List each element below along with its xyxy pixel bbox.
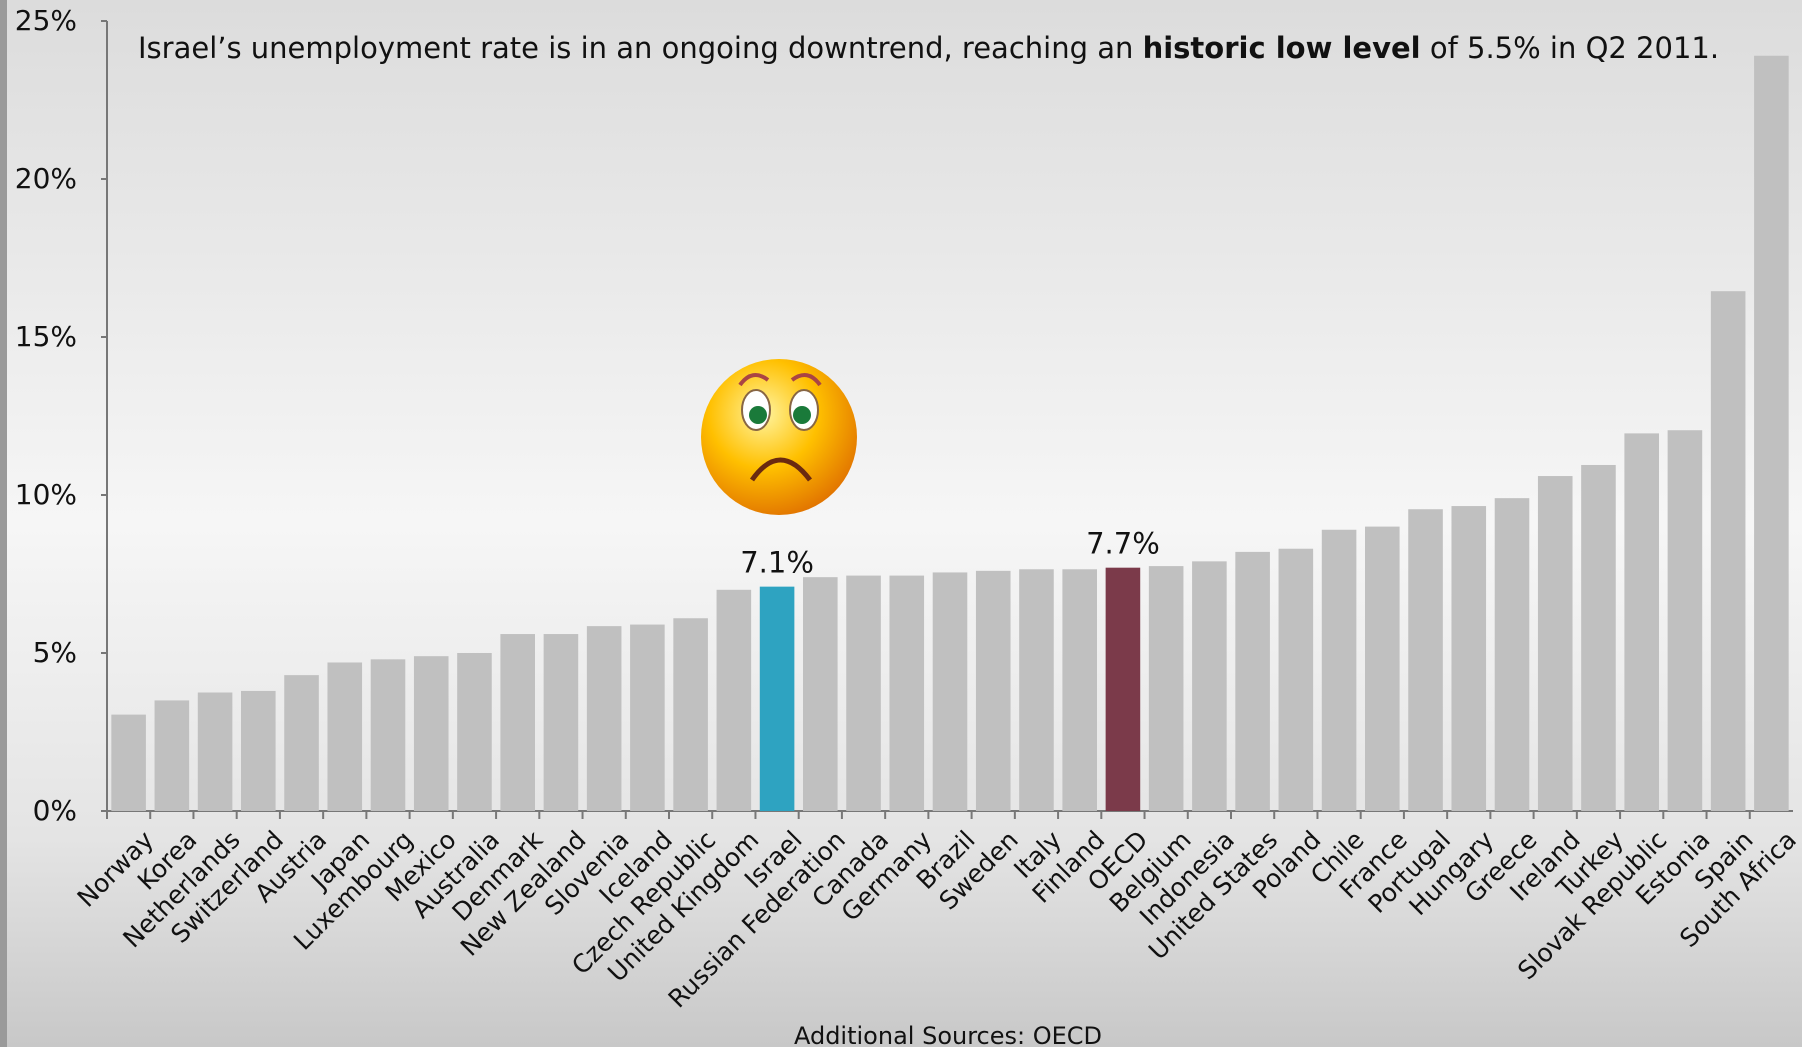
bar [586, 626, 622, 811]
y-tick-label: 20% [15, 162, 77, 195]
value-label: 7.1% [740, 546, 814, 580]
bar [1148, 566, 1184, 811]
y-tick-label: 15% [15, 320, 77, 353]
bar [1537, 476, 1573, 811]
bar [284, 675, 319, 811]
y-tick-label: 10% [15, 478, 77, 511]
bar [975, 570, 1011, 811]
bar [154, 700, 190, 811]
bar [630, 624, 665, 811]
bar [1710, 291, 1746, 811]
bar [1408, 509, 1443, 811]
annotation: Israel’s unemployment rate is in an ongo… [138, 31, 1719, 65]
bar [413, 656, 449, 811]
y-tick-label: 5% [33, 636, 77, 669]
sad-face [701, 359, 857, 515]
bar [1105, 567, 1141, 811]
bar [500, 634, 535, 811]
bar [543, 634, 579, 811]
bar [327, 662, 363, 811]
annotation-bold: historic low level [1143, 31, 1421, 65]
bar [457, 653, 492, 811]
bar [1581, 464, 1616, 811]
bar [1667, 430, 1703, 811]
bar [1321, 529, 1357, 811]
bar [1192, 561, 1227, 811]
bar [803, 577, 838, 811]
value-label: 7.7% [1086, 527, 1160, 561]
bar [889, 575, 925, 811]
bar [197, 692, 233, 811]
bar [1019, 569, 1054, 811]
source: Additional Sources: OECD [794, 1022, 1102, 1047]
bar [1235, 551, 1270, 811]
bar [241, 690, 276, 811]
bar [932, 572, 968, 811]
bar [1754, 55, 1789, 811]
bar [1451, 506, 1487, 811]
bar [759, 586, 795, 811]
bar [716, 589, 752, 811]
bar [1365, 526, 1400, 811]
annotation-text: of 5.5% in Q2 2011. [1421, 31, 1719, 65]
bar [673, 618, 708, 811]
bar [1278, 548, 1314, 811]
annotation-text: Israel’s unemployment rate is in an ongo… [138, 31, 1143, 65]
bar [370, 659, 406, 811]
left-border [0, 0, 7, 1047]
bar [1494, 498, 1530, 811]
bar [1624, 433, 1659, 811]
bar [111, 714, 146, 811]
bar [1062, 569, 1097, 811]
y-tick-label: 25% [15, 4, 77, 37]
bar [846, 575, 881, 811]
y-tick-label: 0% [33, 794, 77, 827]
